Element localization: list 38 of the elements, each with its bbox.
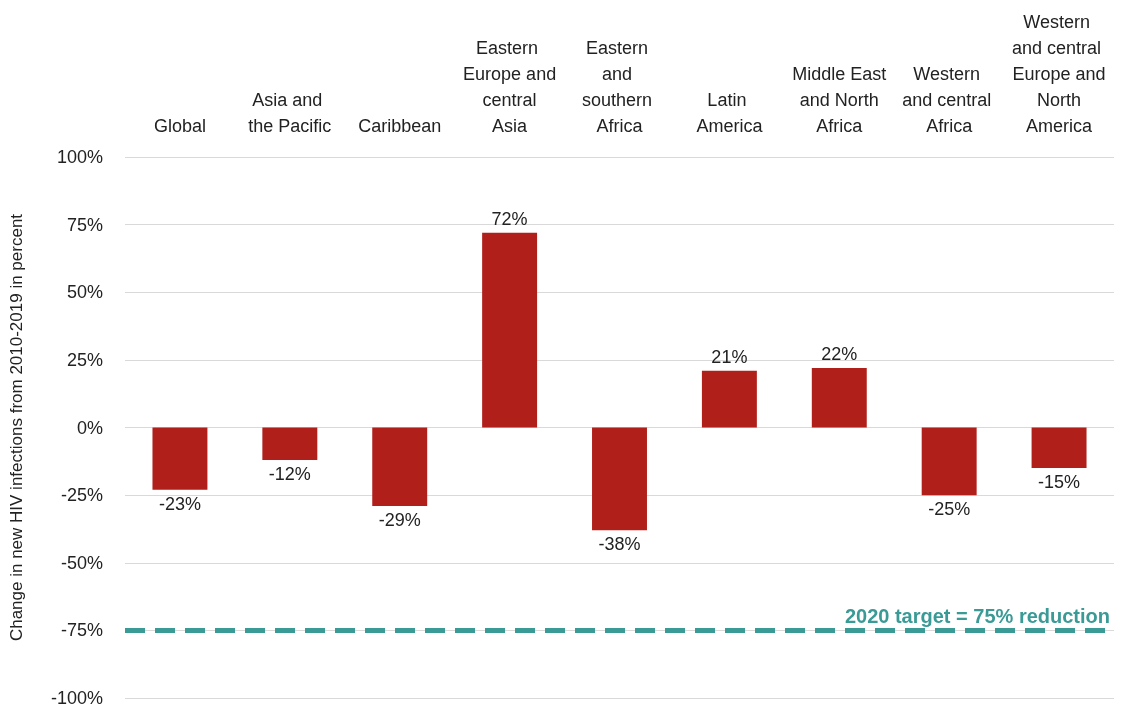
x-tick-label: Western and central Africa	[902, 64, 997, 136]
data-label: -25%	[928, 499, 971, 520]
y-tick-label: -25%	[60, 485, 103, 506]
x-tick-label: Eastern and southern Africa	[581, 38, 658, 136]
bar	[811, 367, 867, 428]
data-label: 22%	[821, 343, 858, 364]
bar	[921, 427, 977, 496]
bar	[701, 370, 757, 428]
bar	[592, 427, 647, 531]
x-tick-label: Latin America	[696, 90, 764, 136]
data-label: 21%	[711, 346, 748, 367]
x-tick-label: Asia and the Pacific	[248, 90, 332, 136]
x-tick-label: Western and central Europe and North America	[1012, 12, 1107, 136]
y-tick-label: 100%	[56, 147, 103, 167]
y-tick-label: -100%	[50, 688, 103, 708]
bar	[372, 427, 428, 506]
bar	[262, 427, 318, 460]
y-tick-label: 50%	[66, 282, 103, 303]
data-label: -15%	[1038, 472, 1081, 493]
data-label: 72%	[491, 208, 528, 229]
x-tick-label: Global	[153, 116, 206, 136]
x-tick-label: Eastern Europe and central Asia	[463, 38, 557, 136]
bar	[482, 232, 538, 428]
y-tick-label: -75%	[60, 620, 103, 641]
y-axis-title: Change in new HIV infections from 2010-2019 in percent	[7, 213, 26, 642]
bar	[1031, 427, 1087, 469]
annotation: 2020 target = 75% reduction	[844, 605, 1110, 628]
y-tick-label: 25%	[66, 349, 103, 370]
y-tick-label: 75%	[66, 214, 103, 235]
data-label: -38%	[598, 534, 641, 555]
x-tick-label: Caribbean	[358, 116, 442, 136]
bar	[152, 427, 208, 490]
data-label: -23%	[158, 493, 201, 514]
data-label: -12%	[268, 463, 311, 484]
data-label: -29%	[378, 509, 421, 530]
x-tick-label: Middle East and North Africa	[792, 64, 887, 136]
y-tick-label: 0%	[76, 417, 103, 438]
y-tick-label: -50%	[60, 552, 103, 573]
